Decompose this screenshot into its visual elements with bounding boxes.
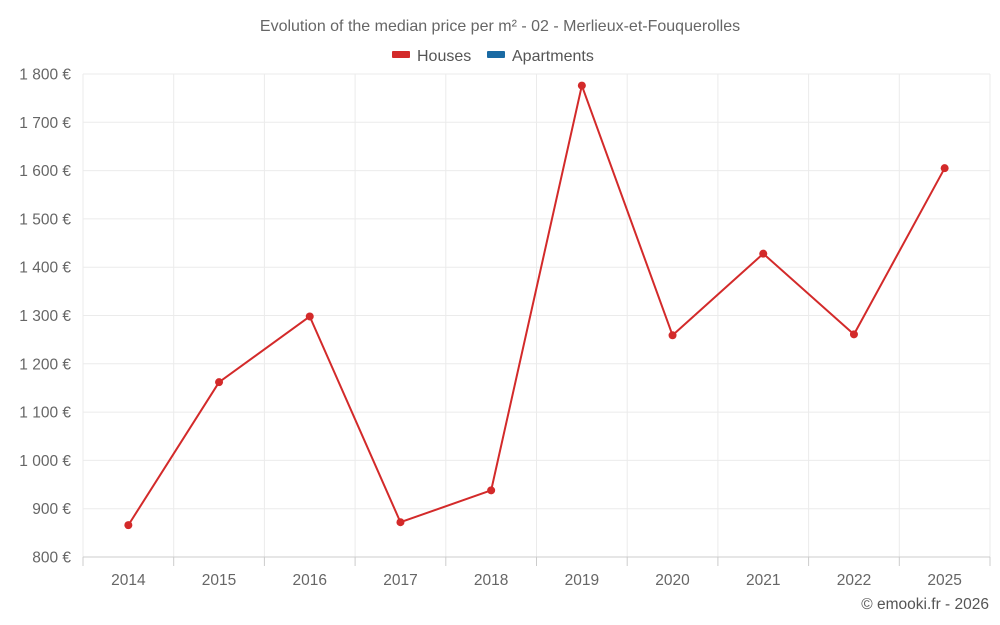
legend-label-apartments[interactable]: Apartments bbox=[512, 48, 594, 65]
chart-title: Evolution of the median price per m² - 0… bbox=[260, 18, 740, 35]
y-tick-label: 1 000 € bbox=[19, 453, 71, 470]
x-tick-label: 2020 bbox=[655, 572, 690, 589]
x-tick-label: 2017 bbox=[383, 572, 417, 589]
houses-point[interactable] bbox=[577, 81, 586, 90]
x-tick-label: 2019 bbox=[565, 572, 599, 589]
houses-line bbox=[127, 84, 946, 526]
x-tick-label: 2016 bbox=[293, 572, 327, 589]
legend-swatch-houses[interactable] bbox=[392, 51, 410, 58]
series-houses bbox=[124, 81, 949, 530]
x-tick-label: 2015 bbox=[202, 572, 236, 589]
houses-point[interactable] bbox=[215, 378, 224, 387]
legend-label-houses[interactable]: Houses bbox=[417, 48, 471, 65]
x-tick-label: 2022 bbox=[837, 572, 871, 589]
y-tick-label: 1 200 € bbox=[19, 356, 71, 373]
legend-swatch-apartments[interactable] bbox=[487, 51, 505, 58]
y-tick-label: 1 100 € bbox=[19, 405, 71, 422]
houses-point[interactable] bbox=[487, 486, 496, 495]
houses-point[interactable] bbox=[124, 521, 133, 530]
y-tick-label: 1 800 € bbox=[19, 67, 71, 84]
houses-point[interactable] bbox=[396, 518, 405, 527]
houses-point[interactable] bbox=[305, 312, 314, 321]
houses-point[interactable] bbox=[849, 330, 858, 339]
y-tick-label: 1 600 € bbox=[19, 163, 71, 180]
y-tick-label: 800 € bbox=[32, 550, 71, 567]
houses-point[interactable] bbox=[668, 331, 677, 340]
x-tick-label: 2018 bbox=[474, 572, 508, 589]
houses-point[interactable] bbox=[940, 164, 949, 173]
x-tick-label: 2025 bbox=[927, 572, 961, 589]
x-tick-label: 2014 bbox=[111, 572, 146, 589]
credit-text: © emooki.fr - 2026 bbox=[861, 596, 989, 613]
houses-point[interactable] bbox=[759, 249, 768, 258]
y-tick-label: 900 € bbox=[32, 501, 71, 518]
x-tick-label: 2021 bbox=[746, 572, 780, 589]
grid bbox=[82, 73, 991, 557]
axes: 800 € 900 € 1 000 € 1 100 € 1 200 € 1 300 € 1 … bbox=[19, 67, 991, 589]
chart-legend: Houses Apartments bbox=[392, 48, 594, 65]
y-tick-label: 1 400 € bbox=[19, 260, 71, 277]
y-tick-label: 1 300 € bbox=[19, 308, 71, 325]
y-tick-label: 1 500 € bbox=[19, 211, 71, 228]
y-tick-label: 1 700 € bbox=[19, 115, 71, 132]
